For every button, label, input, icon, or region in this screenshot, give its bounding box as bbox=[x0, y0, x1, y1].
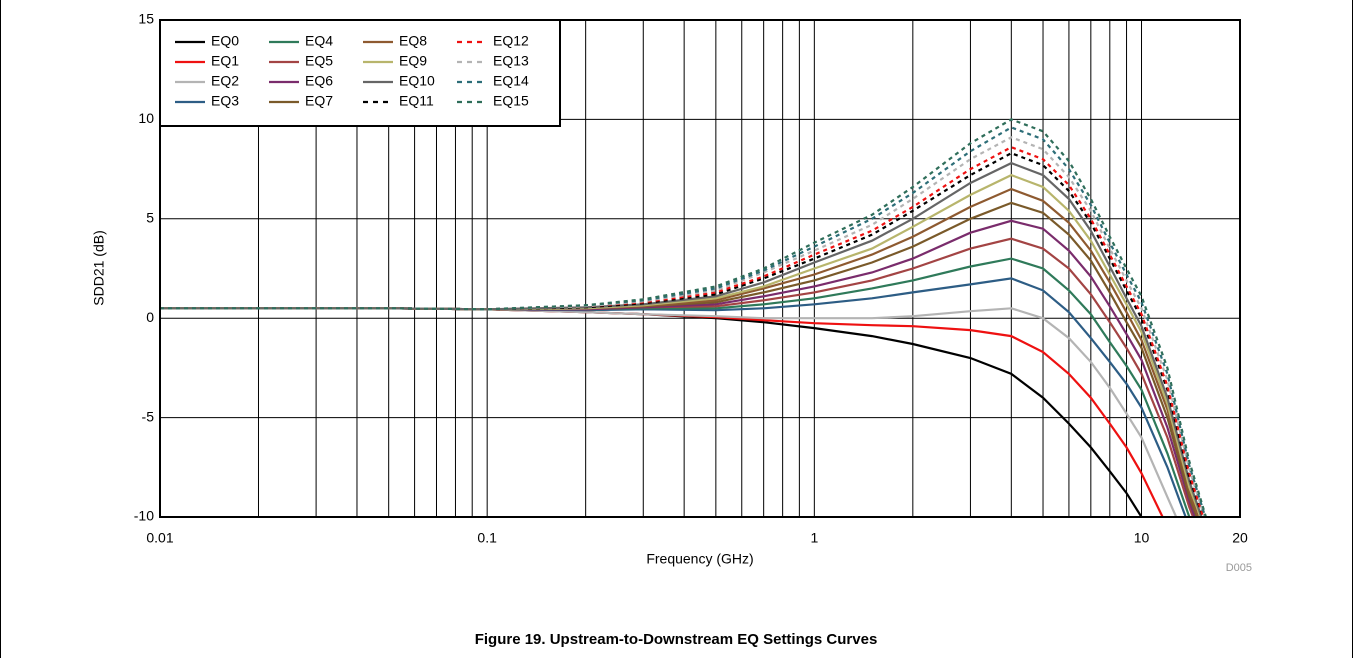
legend-label: EQ6 bbox=[305, 73, 333, 89]
series-line bbox=[160, 145, 1205, 517]
legend-label: EQ5 bbox=[305, 53, 333, 69]
x-tick-label: 1 bbox=[810, 530, 818, 546]
legend-label: EQ4 bbox=[305, 33, 333, 49]
legend-label: EQ10 bbox=[399, 73, 435, 89]
legend-label: EQ15 bbox=[493, 93, 529, 109]
x-tick-label: 20 bbox=[1232, 530, 1248, 546]
legend: EQ0 EQ1 EQ2 EQ3 EQ4 EQ5 EQ6 EQ7 EQ8 EQ9 EQ10 EQ11 EQ… bbox=[159, 19, 561, 127]
y-tick-label: 5 bbox=[146, 210, 154, 226]
x-tick-label: 10 bbox=[1134, 530, 1150, 546]
x-tick-label: 0.01 bbox=[146, 530, 173, 546]
x-tick-label: 0.1 bbox=[477, 530, 497, 546]
legend-label: EQ7 bbox=[305, 93, 333, 109]
legend-label: EQ11 bbox=[399, 93, 434, 109]
legend-label: EQ1 bbox=[211, 53, 239, 69]
legend-box bbox=[159, 19, 561, 127]
series-line bbox=[160, 118, 1208, 517]
legend-label: EQ8 bbox=[399, 33, 427, 49]
legend-label: EQ12 bbox=[493, 33, 529, 49]
legend-label: EQ9 bbox=[399, 53, 427, 69]
legend-label: EQ2 bbox=[211, 73, 239, 89]
x-axis-label: Frequency (GHz) bbox=[646, 551, 753, 567]
legend-label: EQ3 bbox=[211, 93, 239, 109]
series-line bbox=[160, 307, 1178, 517]
y-tick-label: 10 bbox=[138, 110, 154, 126]
y-tick-label: 15 bbox=[138, 11, 154, 27]
watermark: D005 bbox=[1226, 562, 1252, 574]
plot-frame bbox=[159, 19, 1241, 518]
series-line bbox=[160, 161, 1203, 517]
y-tick-label: 0 bbox=[146, 309, 154, 325]
caption: Figure 19. Upstream-to-Downstream EQ Set… bbox=[475, 631, 878, 648]
y-tick-label: -5 bbox=[142, 408, 155, 424]
plot-lines bbox=[160, 118, 1208, 517]
legend-label: EQ13 bbox=[493, 53, 529, 69]
legend-label: EQ14 bbox=[493, 73, 529, 89]
series-line bbox=[160, 151, 1205, 517]
y-tick-label: -10 bbox=[134, 508, 154, 524]
legend-label: EQ0 bbox=[211, 33, 239, 49]
y-axis-label: SDD21 (dB) bbox=[91, 230, 107, 305]
